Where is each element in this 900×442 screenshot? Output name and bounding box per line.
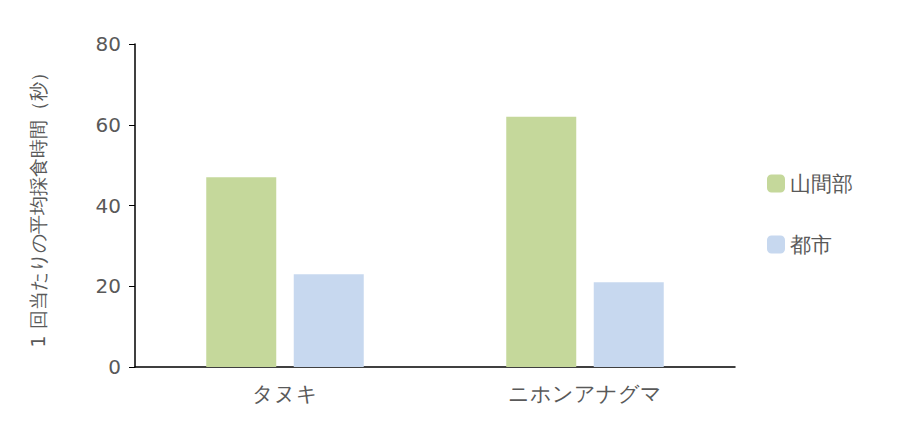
- svg-text:0: 0: [108, 355, 121, 379]
- svg-text:60: 60: [96, 113, 121, 137]
- svg-text:ニホンアナグマ: ニホンアナグマ: [508, 382, 662, 406]
- svg-text:1 回当たりの平均採食時間（秒）: 1 回当たりの平均採食時間（秒）: [27, 63, 49, 347]
- svg-text:40: 40: [96, 194, 121, 218]
- svg-text:都市: 都市: [790, 233, 832, 257]
- svg-text:タヌキ: タヌキ: [252, 382, 318, 406]
- svg-text:山間部: 山間部: [790, 172, 853, 196]
- svg-text:80: 80: [96, 32, 121, 56]
- svg-text:20: 20: [96, 274, 121, 298]
